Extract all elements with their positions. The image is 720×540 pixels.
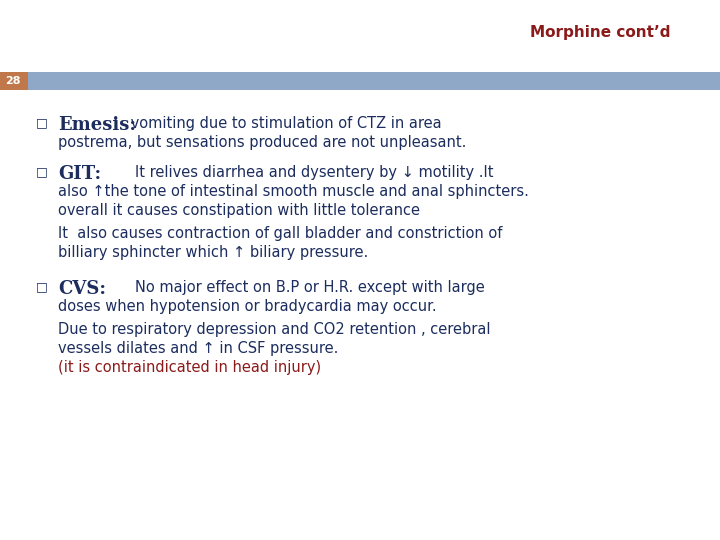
Text: It  also causes contraction of gall bladder and constriction of: It also causes contraction of gall bladd… [58,226,503,241]
Text: □: □ [36,116,48,129]
Text: □: □ [36,280,48,293]
Text: No major effect on B.P or H.R. except with large: No major effect on B.P or H.R. except wi… [98,280,485,295]
Text: 28: 28 [5,76,20,86]
Text: It relives diarrhea and dysentery by ↓ motility .It: It relives diarrhea and dysentery by ↓ m… [98,165,493,180]
Text: GIT:: GIT: [58,165,101,183]
Text: vomiting due to stimulation of CTZ in area: vomiting due to stimulation of CTZ in ar… [126,116,441,131]
Text: Due to respiratory depression and CO2 retention , cerebral: Due to respiratory depression and CO2 re… [58,322,490,337]
Text: doses when hypotension or bradycardia may occur.: doses when hypotension or bradycardia ma… [58,299,436,314]
Text: Emesis:: Emesis: [58,116,136,134]
Bar [0,72,720,90]
Text: vessels dilates and ↑ in CSF pressure.: vessels dilates and ↑ in CSF pressure. [58,341,338,356]
Text: (it is contraindicated in head injury): (it is contraindicated in head injury) [58,360,321,375]
Bar [0,72,28,90]
Text: overall it causes constipation with little tolerance: overall it causes constipation with litt… [58,203,420,218]
Text: postrema, but sensations produced are not unpleasant.: postrema, but sensations produced are no… [58,135,467,150]
Text: also ↑the tone of intestinal smooth muscle and anal sphincters.: also ↑the tone of intestinal smooth musc… [58,184,529,199]
Text: billiary sphincter which ↑ biliary pressure.: billiary sphincter which ↑ biliary press… [58,245,368,260]
Text: CVS:: CVS: [58,280,106,298]
Text: □: □ [36,165,48,178]
Text: Morphine cont’d: Morphine cont’d [529,25,670,40]
